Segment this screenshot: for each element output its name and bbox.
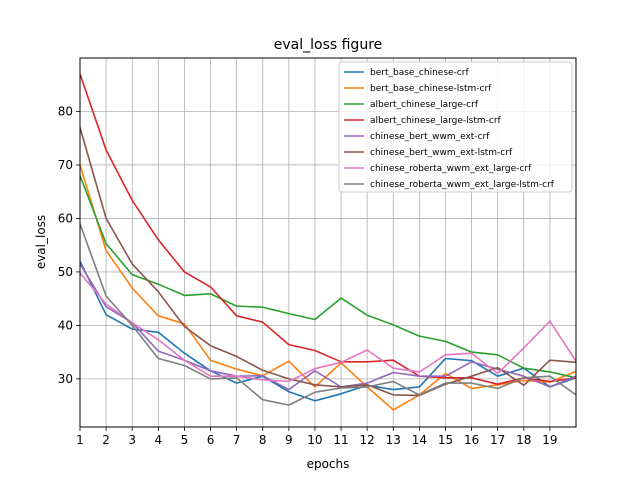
legend-label: chinese_roberta_wwm_ext_large-lstm-crf: [370, 180, 555, 190]
legend-label: bert_base_chinese-crf: [370, 68, 469, 78]
x-tick-label: 18: [516, 433, 531, 447]
legend-box: [338, 61, 573, 193]
x-tick-label: 2: [102, 433, 110, 447]
x-tick-label: 13: [386, 433, 401, 447]
x-tick-label: 5: [181, 433, 189, 447]
x-tick-label: 12: [360, 433, 375, 447]
x-tick-label: 6: [207, 433, 215, 447]
legend-label: bert_base_chinese-lstm-crf: [370, 84, 492, 94]
x-tick-label: 7: [233, 433, 241, 447]
y-tick-label: 50: [58, 265, 73, 279]
legend-label: chinese_bert_wwm_ext-lstm-crf: [370, 148, 513, 158]
axis-ticks: 1 2 3 4 5 6 7 8 9 10 11 12 13 14 15 16 17 18 1930405060708…: [58, 104, 558, 447]
legend-label: chinese_roberta_wwm_ext_large-crf: [370, 164, 532, 174]
y-tick-label: 80: [58, 104, 73, 118]
x-tick-label: 19: [542, 433, 557, 447]
series-line-bert_base_chinese-crf: [79, 260, 577, 402]
plot-frame: [79, 57, 577, 428]
series-line-chinese_bert_wwm_ext-lstm-crf: [79, 127, 577, 397]
x-tick-label: 4: [154, 433, 162, 447]
x-tick-label: 3: [128, 433, 136, 447]
x-tick-label: 8: [259, 433, 267, 447]
x-tick-label: 1: [76, 433, 84, 447]
series-line-albert_chinese_large-crf: [79, 175, 577, 379]
y-tick-label: 60: [58, 211, 73, 225]
series-line-chinese_roberta_wwm_ext_large-lstm-crf: [79, 223, 577, 406]
x-tick-label: 9: [285, 433, 293, 447]
y-axis-label: eval_loss: [34, 215, 48, 269]
series-lines: [79, 73, 577, 411]
legend-label: chinese_bert_wwm_ext-crf: [370, 132, 490, 142]
x-axis-label: epochs: [307, 457, 350, 471]
series-line-bert_base_chinese-lstm-crf: [79, 164, 577, 411]
y-tick-label: 70: [58, 158, 73, 172]
x-tick-label: 10: [307, 433, 322, 447]
series-line-albert_chinese_large-lstm-crf: [79, 73, 577, 386]
y-tick-label: 40: [58, 318, 73, 332]
legend-label: albert_chinese_large-crf: [370, 100, 479, 110]
x-tick-label: 16: [464, 433, 479, 447]
x-tick-label: 17: [490, 433, 505, 447]
x-tick-label: 14: [412, 433, 427, 447]
x-tick-label: 11: [333, 433, 348, 447]
y-tick-label: 30: [58, 372, 73, 386]
legend: bert_base_chinese-crf bert_base_chinese-l…: [338, 61, 573, 193]
grid: [79, 58, 576, 427]
series-line-chinese_bert_wwm_ext-crf: [79, 263, 577, 391]
chart-title: eval_loss figure: [274, 37, 383, 53]
legend-label: albert_chinese_large-lstm-crf: [370, 116, 502, 126]
x-tick-label: 15: [438, 433, 453, 447]
series-line-chinese_roberta_wwm_ext_large-crf: [79, 272, 577, 383]
